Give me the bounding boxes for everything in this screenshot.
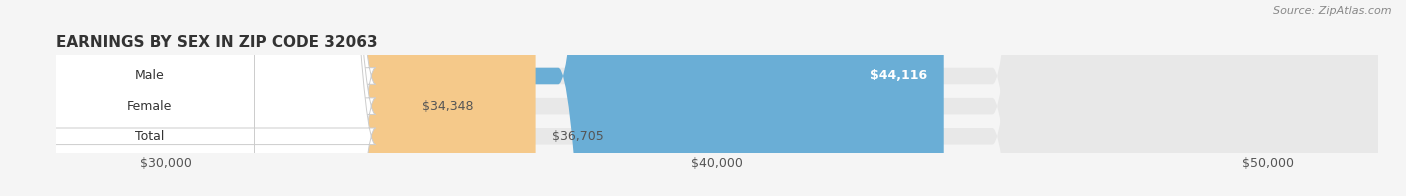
FancyBboxPatch shape	[56, 0, 536, 196]
Text: $34,348: $34,348	[422, 100, 474, 113]
Text: Female: Female	[127, 100, 173, 113]
Text: $36,705: $36,705	[553, 130, 605, 143]
FancyBboxPatch shape	[0, 0, 375, 196]
FancyBboxPatch shape	[20, 0, 441, 196]
FancyBboxPatch shape	[56, 0, 1378, 196]
Text: Total: Total	[135, 130, 165, 143]
FancyBboxPatch shape	[0, 0, 375, 196]
Text: Male: Male	[135, 70, 165, 83]
FancyBboxPatch shape	[56, 0, 943, 196]
Text: EARNINGS BY SEX IN ZIP CODE 32063: EARNINGS BY SEX IN ZIP CODE 32063	[56, 34, 378, 50]
FancyBboxPatch shape	[56, 0, 1378, 196]
Text: $44,116: $44,116	[870, 70, 927, 83]
Text: Source: ZipAtlas.com: Source: ZipAtlas.com	[1274, 6, 1392, 16]
FancyBboxPatch shape	[0, 0, 375, 196]
FancyBboxPatch shape	[56, 0, 1378, 196]
